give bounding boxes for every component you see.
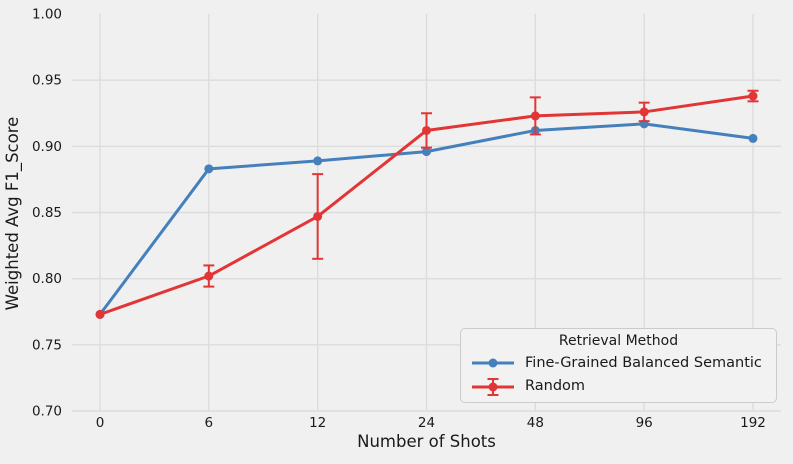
- legend-item-fine-grained: Fine-Grained Balanced Semantic: [470, 352, 767, 374]
- legend: Retrieval Method Fine-Grained Balanced S…: [460, 328, 777, 403]
- data-point-marker: [204, 164, 214, 174]
- x-tick-label: 48: [527, 415, 544, 431]
- legend-glyph-svg: [472, 378, 514, 397]
- data-point-marker: [748, 133, 758, 143]
- y-tick-label: 0.70: [32, 404, 62, 420]
- legend-item-random: Random: [470, 376, 767, 398]
- data-point-marker: [422, 125, 431, 135]
- data-point-marker: [313, 156, 323, 166]
- errorbar-marker-icon: [470, 376, 516, 398]
- x-tick-label: 192: [740, 415, 766, 431]
- data-point-marker: [204, 271, 214, 281]
- line-marker-icon: [470, 352, 516, 374]
- y-tick-label: 0.95: [32, 73, 62, 89]
- y-tick-label: 0.75: [32, 337, 62, 353]
- y-tick-label: 0.85: [32, 205, 62, 221]
- data-point-marker: [313, 211, 323, 221]
- x-tick-label: 0: [96, 415, 105, 431]
- x-tick-label: 12: [309, 415, 326, 431]
- data-point-marker: [748, 91, 758, 101]
- data-point-marker: [639, 107, 649, 117]
- x-tick-label: 96: [636, 415, 653, 431]
- data-point-marker: [422, 147, 431, 157]
- y-tick-label: 0.80: [32, 271, 62, 287]
- x-tick-label: 24: [418, 415, 435, 431]
- data-point-marker: [530, 111, 540, 121]
- y-axis-label: Weighted Avg F1_Score: [3, 116, 22, 311]
- legend-glyph-svg: [472, 358, 514, 368]
- y-tick-label: 0.90: [32, 139, 62, 155]
- y-tick-label: 1.00: [32, 7, 62, 23]
- x-axis-label: Number of Shots: [357, 432, 496, 451]
- data-point-marker: [95, 309, 105, 319]
- legend-item-label: Fine-Grained Balanced Semantic: [525, 354, 762, 371]
- legend-item-label: Random: [525, 378, 586, 395]
- x-tick-label: 6: [205, 415, 214, 431]
- legend-title: Retrieval Method: [558, 332, 679, 349]
